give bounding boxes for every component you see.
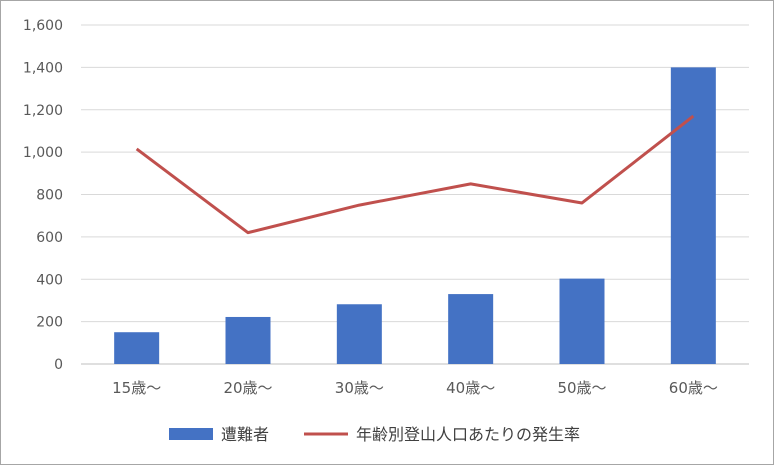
y-axis-ticks: 0 200 400 600 800 1,000 1,200 1,400 1,600 [23, 18, 63, 373]
y-tick-label: 1,200 [23, 103, 63, 119]
y-tick-label: 200 [36, 315, 63, 331]
series-line [135, 114, 695, 235]
x-tick-label: 60歳～ [669, 379, 718, 397]
y-tick-label: 800 [36, 188, 63, 204]
bar [336, 304, 382, 364]
bar-series [114, 67, 716, 364]
x-tick-label: 20歳～ [223, 379, 272, 397]
bar [114, 332, 160, 364]
line-series [135, 114, 695, 235]
y-tick-label: 1,400 [23, 60, 63, 76]
y-tick-label: 0 [54, 357, 63, 373]
x-tick-label: 15歳～ [112, 379, 161, 397]
y-tick-label: 400 [36, 272, 63, 288]
x-tick-label: 40歳～ [446, 379, 495, 397]
legend-swatch-bar [169, 428, 213, 440]
x-axis-ticks: 15歳～ 20歳～ 30歳～ 40歳～ 50歳～ 60歳～ [112, 379, 718, 397]
bar [559, 278, 605, 364]
bar [448, 294, 494, 364]
x-tick-label: 50歳～ [557, 379, 606, 397]
bar [225, 316, 271, 364]
legend: 遭難者 年齢別登山人口あたりの発生率 [169, 425, 580, 444]
y-tick-label: 1,600 [23, 18, 63, 34]
legend-label-line: 年齢別登山人口あたりの発生率 [356, 425, 580, 444]
y-tick-label: 1,000 [23, 145, 63, 161]
legend-label-bar: 遭難者 [221, 425, 269, 444]
bar [670, 67, 716, 364]
x-tick-label: 30歳～ [335, 379, 384, 397]
y-tick-label: 600 [36, 230, 63, 246]
